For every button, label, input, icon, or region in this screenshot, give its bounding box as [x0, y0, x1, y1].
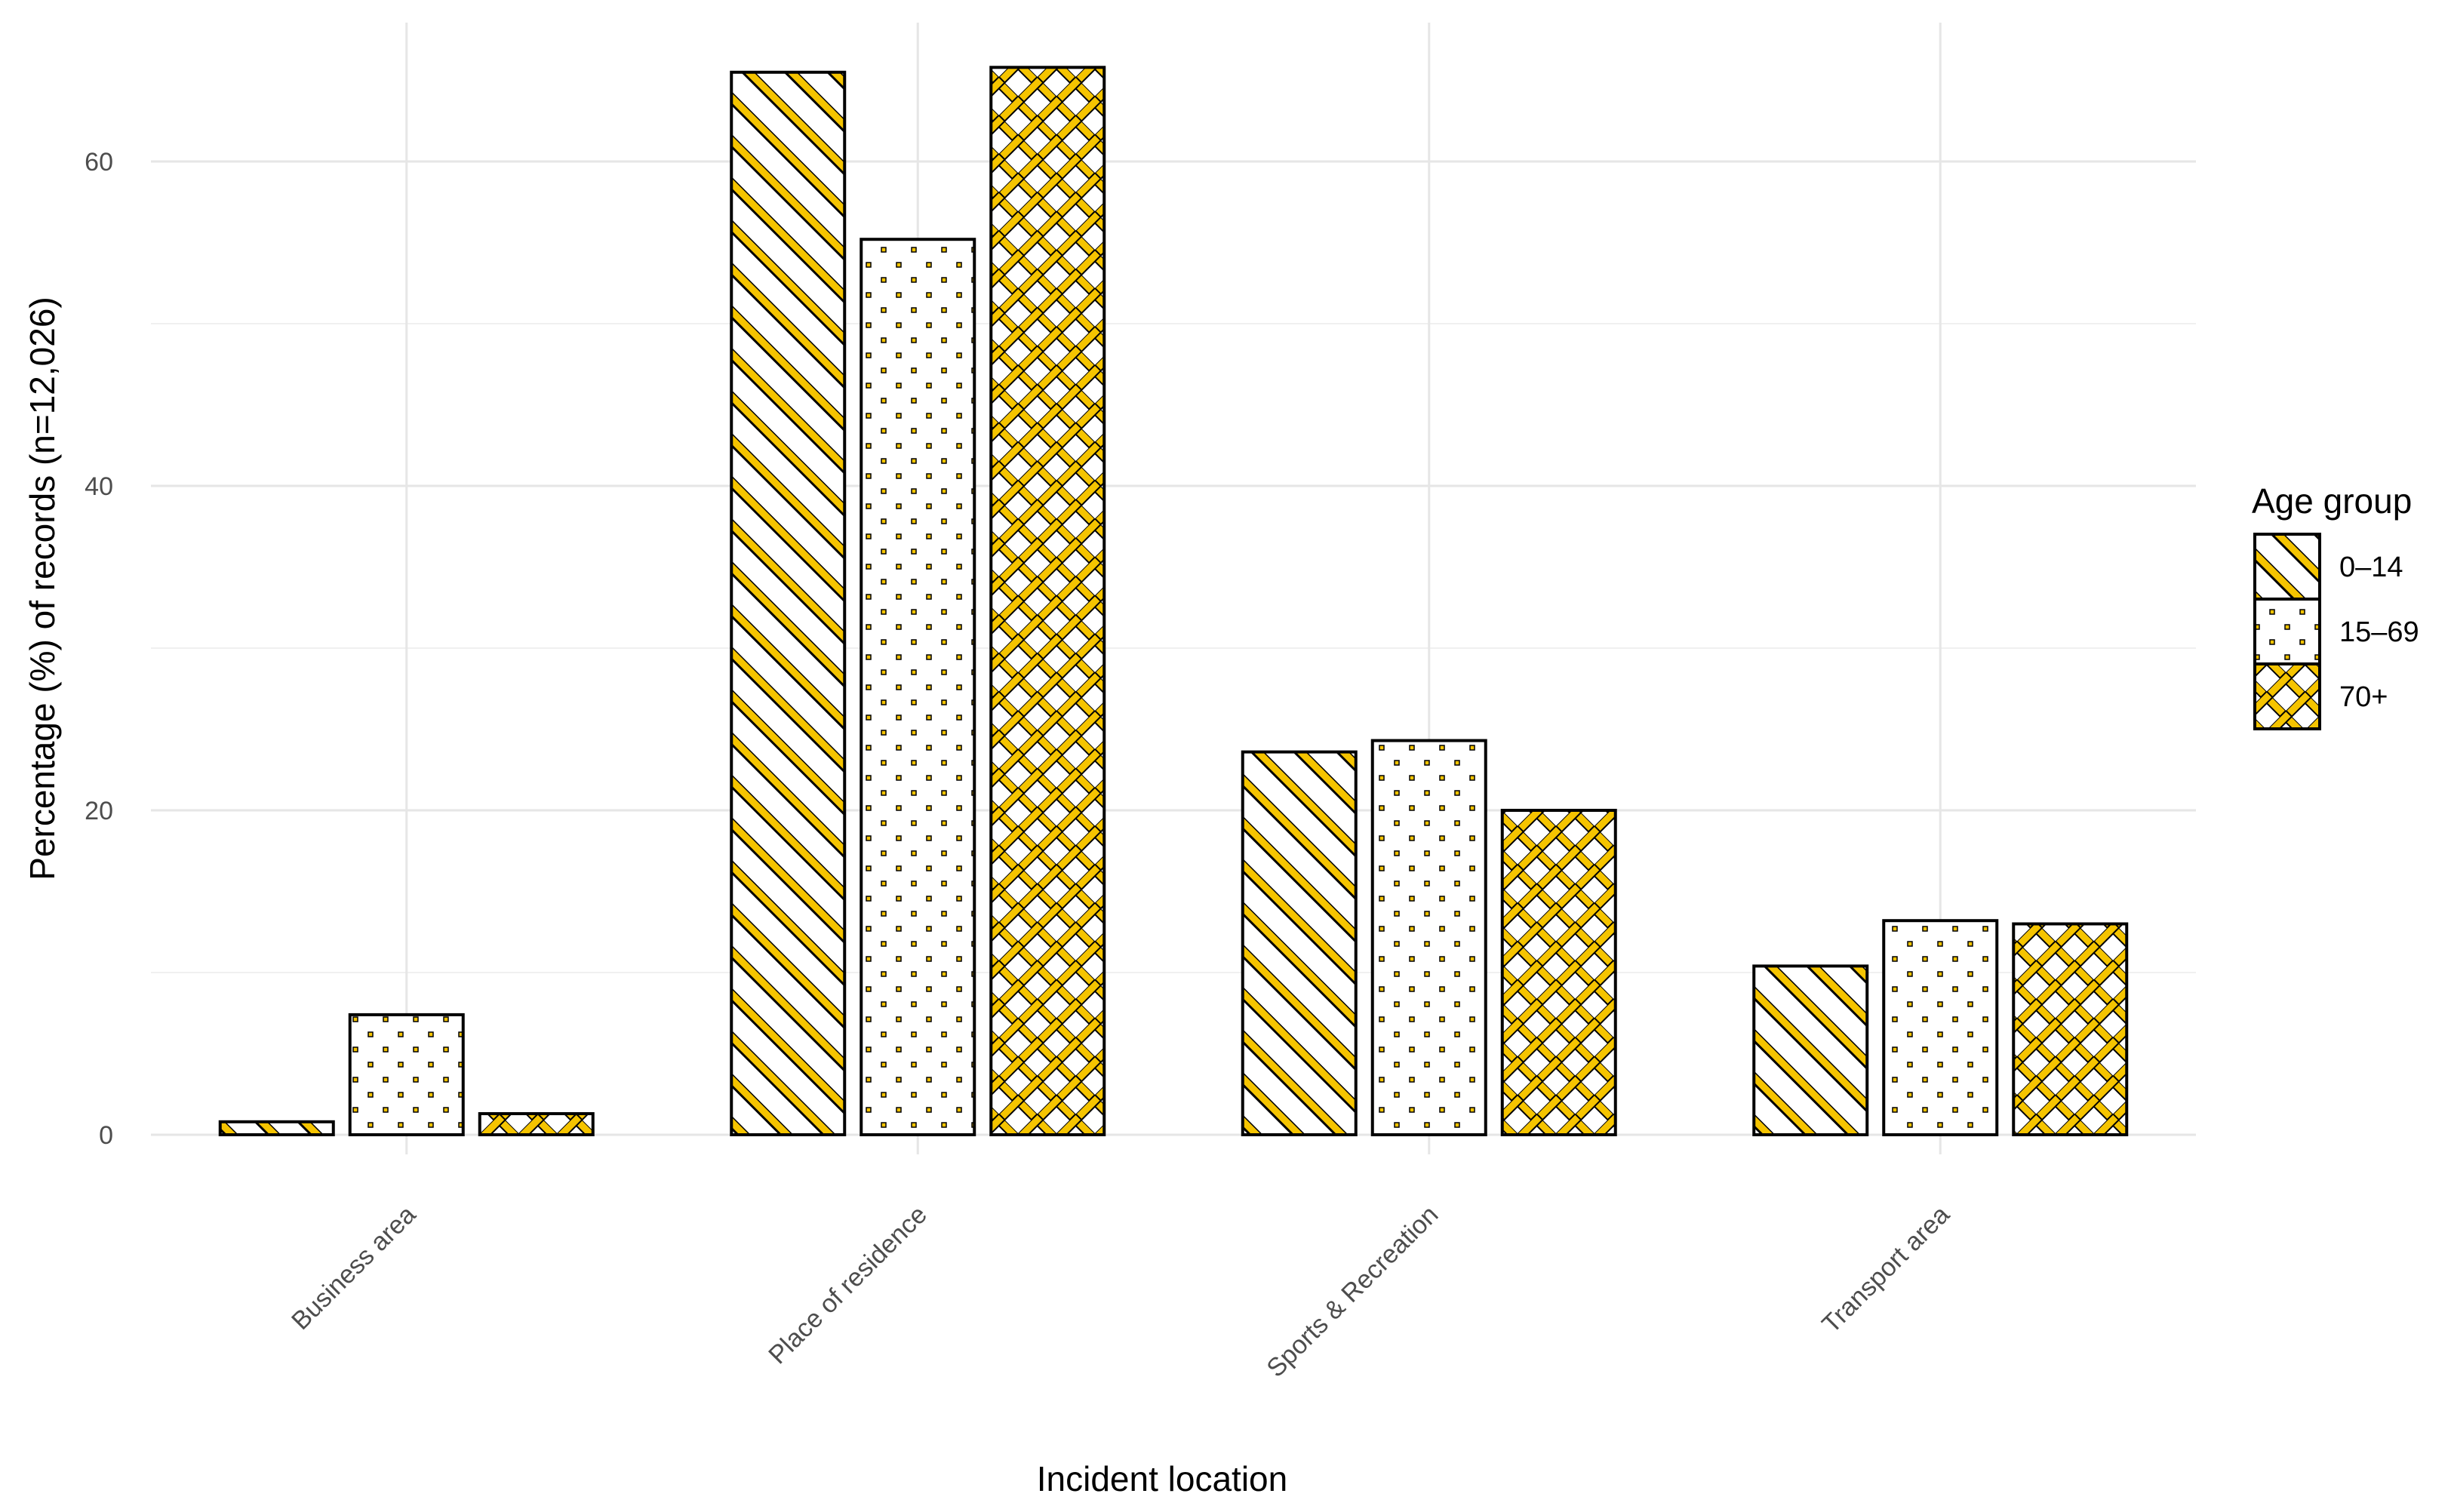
y-axis: 0 20 40 60 — [85, 148, 113, 1150]
x-axis-title: Incident location — [1037, 1459, 1287, 1498]
bar-dots — [1370, 739, 1487, 1136]
legend: Age group 0–14 15–69 70+ — [2252, 481, 2419, 730]
legend-key-stripe — [2253, 533, 2321, 601]
legend-key-dots — [2253, 598, 2321, 665]
y-tick-label: 20 — [85, 797, 113, 825]
y-axis-title: Percentage (%) of records (n=12,026) — [23, 297, 62, 880]
bar-crosshatch — [1500, 809, 1617, 1136]
y-tick-label: 60 — [85, 148, 113, 177]
y-tick-label: 40 — [85, 472, 113, 501]
bar-stripe — [730, 70, 847, 1136]
bar-stripe — [1752, 964, 1869, 1137]
bars — [218, 66, 2129, 1137]
x-axis: Business area Place of residence Sports & … — [286, 1200, 1955, 1383]
bar-crosshatch — [2012, 922, 2129, 1136]
legend-label: 15–69 — [2339, 616, 2419, 648]
y-tick-label: 0 — [99, 1121, 113, 1150]
legend-label: 70+ — [2339, 681, 2388, 713]
bar-stripe — [1241, 750, 1358, 1136]
legend-title: Age group — [2252, 481, 2412, 521]
bar-crosshatch — [989, 66, 1106, 1136]
bar-crosshatch — [478, 1112, 595, 1137]
legend-key-crosshatch — [2253, 662, 2321, 730]
bar-dots — [1882, 919, 1999, 1136]
legend-label: 0–14 — [2339, 552, 2403, 583]
x-tick-label: Transport area — [1816, 1200, 1955, 1339]
x-tick-label: Sports & Recreation — [1261, 1200, 1444, 1383]
x-tick-label: Business area — [286, 1200, 421, 1335]
x-tick-label: Place of residence — [763, 1200, 933, 1370]
bar-dots — [348, 1013, 465, 1137]
bar-stripe — [218, 1120, 335, 1137]
bar-dots — [860, 238, 976, 1137]
